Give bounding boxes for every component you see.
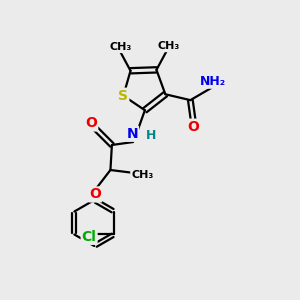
Text: NH₂: NH₂	[200, 75, 226, 88]
Text: Cl: Cl	[82, 230, 97, 244]
Text: CH₃: CH₃	[157, 41, 179, 51]
Text: N: N	[126, 127, 138, 141]
Text: H: H	[146, 129, 156, 142]
Text: O: O	[89, 188, 101, 201]
Text: O: O	[85, 116, 97, 130]
Text: CH₃: CH₃	[131, 170, 153, 180]
Text: O: O	[188, 120, 199, 134]
Text: CH₃: CH₃	[109, 42, 131, 52]
Text: S: S	[118, 89, 128, 103]
